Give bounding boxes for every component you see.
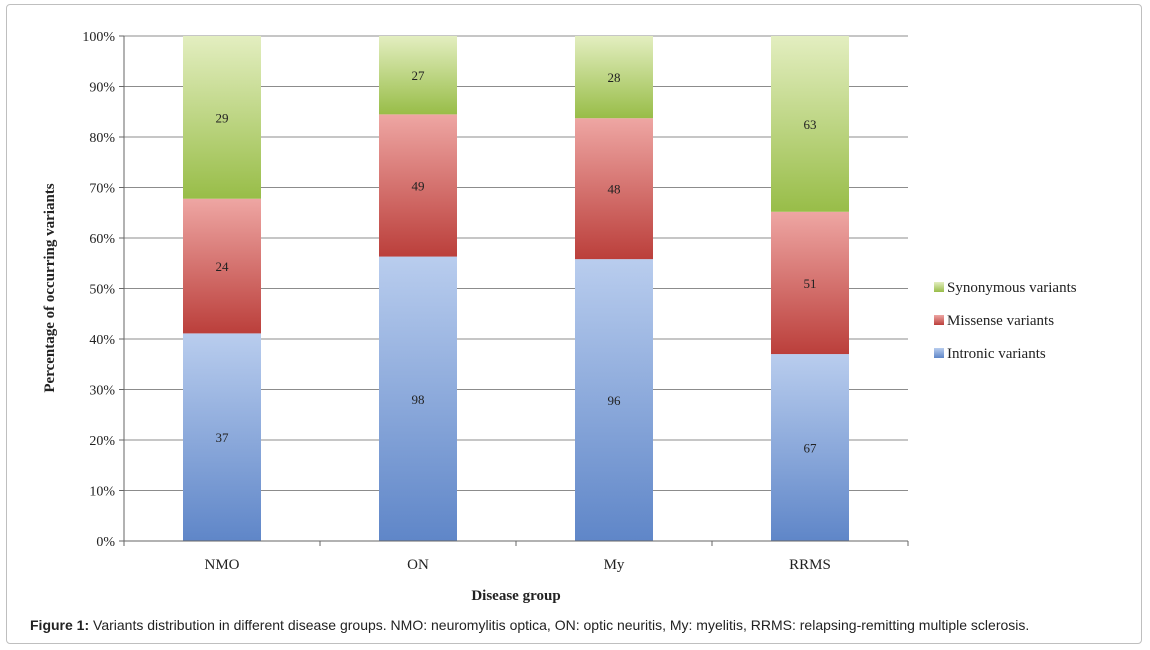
bar-segment-on-intronic xyxy=(379,256,457,541)
bar-segment-rrms-synonymous xyxy=(771,36,849,212)
data-label: 24 xyxy=(216,259,230,274)
y-tick-label: 20% xyxy=(89,434,115,449)
data-label: 49 xyxy=(412,178,425,193)
data-label: 63 xyxy=(804,117,817,132)
y-tick-label: 0% xyxy=(96,535,115,550)
x-tick-label: NMO xyxy=(204,557,239,573)
stacked-bar-chart: 37 24 29 98 49 27 96 48 28 67 51 63 0% 10% 20% 30% 40% 5… xyxy=(42,30,1077,604)
data-label: 67 xyxy=(804,441,818,456)
x-tick-label: RRMS xyxy=(789,557,831,573)
bar-segment-nmo-intronic xyxy=(183,333,261,541)
data-label: 51 xyxy=(804,276,817,291)
caption-text: Variants distribution in different disea… xyxy=(89,617,1030,633)
y-tick-label: 10% xyxy=(89,485,115,500)
data-label: 96 xyxy=(608,393,622,408)
y-tick-label: 30% xyxy=(89,384,115,399)
bar-segment-rrms-intronic xyxy=(771,354,849,541)
figure-caption: Figure 1: Variants distribution in diffe… xyxy=(30,617,1130,633)
y-tick-label: 40% xyxy=(89,333,115,348)
y-tick-label: 90% xyxy=(89,81,115,96)
bar-segment-my-intronic xyxy=(575,259,653,541)
y-tick-label: 80% xyxy=(89,131,115,146)
data-label: 28 xyxy=(608,70,621,85)
data-label: 48 xyxy=(608,182,621,197)
data-label: 37 xyxy=(216,430,230,445)
x-axis-label: Disease group xyxy=(471,588,560,604)
bars: 37 24 29 98 49 27 96 48 28 67 51 63 xyxy=(183,36,849,541)
bar-segment-my-synonymous xyxy=(575,36,653,119)
data-label: 27 xyxy=(412,68,426,83)
axes: 0% 10% 20% 30% 40% 50% 60% 70% 80% 90% 100% NMO ON My… xyxy=(82,30,909,573)
y-tick-label: 100% xyxy=(82,30,115,45)
legend-label: Synonymous variants xyxy=(947,280,1077,296)
legend-label: Intronic variants xyxy=(947,346,1046,362)
legend: Synonymous variants Missense variants Intr… xyxy=(934,280,1077,362)
legend-swatch xyxy=(934,348,944,358)
x-tick-label: My xyxy=(604,557,625,573)
y-tick-label: 70% xyxy=(89,182,115,197)
data-label: 98 xyxy=(412,392,425,407)
bar-segment-rrms-missense xyxy=(771,211,849,355)
legend-swatch xyxy=(934,282,944,292)
caption-label: Figure 1: xyxy=(30,617,90,633)
y-axis-label: Percentage of occurring variants xyxy=(42,183,58,392)
bar-segment-on-missense xyxy=(379,114,457,257)
data-label: 29 xyxy=(216,110,229,125)
bar-segment-on-synonymous xyxy=(379,36,457,115)
y-tick-label: 50% xyxy=(89,283,115,298)
bar-segment-my-missense xyxy=(575,118,653,260)
legend-label: Missense variants xyxy=(947,313,1054,329)
x-tick-label: ON xyxy=(407,557,429,573)
y-tick-label: 60% xyxy=(89,232,115,247)
bar-segment-nmo-synonymous xyxy=(183,36,261,199)
bar-segment-nmo-missense xyxy=(183,198,261,334)
legend-swatch xyxy=(934,315,944,325)
